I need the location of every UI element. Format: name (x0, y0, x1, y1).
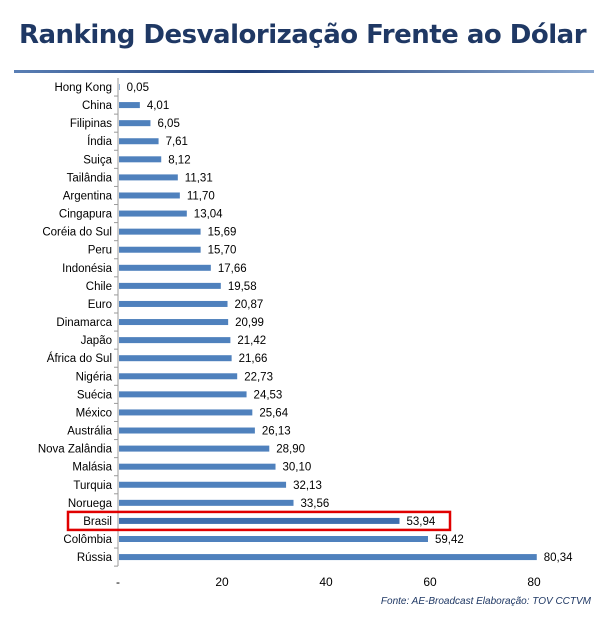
bar-mexico (119, 409, 253, 416)
bar-tailandia (119, 174, 178, 181)
category-label-cingapura: Cingapura (59, 209, 113, 221)
x-tick-label-4: 80 (527, 575, 541, 589)
bar-cingapura (119, 210, 187, 217)
value-label-brasil: 53,94 (406, 516, 435, 528)
category-label-dinamarca: Dinamarca (56, 317, 112, 329)
category-label-argentina: Argentina (63, 190, 113, 202)
x-tick-label-3: 60 (423, 575, 437, 589)
bar-russia (119, 554, 537, 561)
category-label-coreia-do-sul: Coréia do Sul (42, 227, 112, 239)
category-label-suecia: Suécia (77, 389, 113, 401)
category-label-suica: Suiça (83, 154, 112, 166)
bar-suecia (119, 391, 247, 398)
value-label-cingapura: 13,04 (194, 209, 223, 221)
bar-euro (119, 300, 228, 307)
value-label-indonesia: 17,66 (218, 263, 247, 275)
value-label-euro: 20,87 (235, 299, 264, 311)
bar-argentina (119, 192, 180, 199)
category-label-brasil: Brasil (83, 516, 112, 528)
bar-australia (119, 427, 255, 434)
bar-turquia (119, 481, 287, 488)
bar-indonesia (119, 264, 211, 271)
category-label-australia: Austrália (67, 426, 112, 438)
value-label-japao: 21,42 (237, 335, 266, 347)
bar-brasil (119, 517, 400, 524)
value-label-noruega: 33,56 (301, 498, 330, 510)
category-label-hong-kong: Hong Kong (54, 82, 112, 94)
category-label-euro: Euro (88, 299, 112, 311)
category-label-peru: Peru (88, 245, 112, 257)
bar-nova-zalandia (119, 445, 270, 452)
category-label-china: China (82, 100, 113, 112)
bar-india (119, 138, 159, 145)
value-label-nova-zalandia: 28,90 (276, 444, 305, 456)
category-label-colombia: Colômbia (63, 534, 112, 546)
bar-colombia (119, 536, 428, 542)
value-label-hong-kong: 0,05 (127, 82, 149, 94)
value-label-colombia: 59,42 (435, 534, 464, 546)
value-label-russia: 80,34 (544, 552, 573, 564)
bar-chile (119, 282, 221, 289)
value-label-china: 4,01 (147, 100, 169, 112)
value-label-chile: 19,58 (228, 281, 257, 293)
bar-africa-do-sul (119, 355, 232, 362)
category-label-india: Índia (87, 135, 113, 148)
value-label-argentina: 11,70 (187, 190, 215, 202)
value-label-filipinas: 6,05 (157, 118, 179, 130)
value-label-suica: 8,12 (168, 154, 190, 166)
bar-dinamarca (119, 319, 229, 326)
value-label-africa-do-sul: 21,66 (239, 353, 268, 365)
category-label-turquia: Turquia (73, 480, 112, 492)
bar-suica (119, 156, 162, 163)
value-label-australia: 26,13 (262, 426, 291, 438)
bar-china (119, 102, 140, 109)
chart-title: Ranking Desvalorização Frente ao Dólar (18, 20, 587, 50)
value-label-turquia: 32,13 (293, 480, 322, 492)
value-label-nigeria: 22,73 (244, 371, 273, 383)
category-label-chile: Chile (86, 281, 112, 293)
category-label-malasia: Malásia (72, 462, 112, 474)
category-label-indonesia: Indonésia (62, 263, 112, 275)
value-label-mexico: 25,64 (259, 407, 288, 419)
value-label-dinamarca: 20,99 (235, 317, 264, 329)
title-underline (14, 70, 594, 73)
bar-nigeria (119, 373, 238, 380)
category-label-noruega: Noruega (68, 498, 113, 510)
x-tick-label-2: 40 (319, 575, 333, 589)
bar-japao (119, 337, 231, 344)
category-label-tailandia: Tailândia (67, 172, 113, 184)
value-label-malasia: 30,10 (283, 462, 312, 474)
x-tick-label-1: 20 (215, 575, 229, 589)
value-label-india: 7,61 (166, 136, 188, 148)
category-label-nova-zalandia: Nova Zalândia (38, 444, 113, 456)
bar-peru (119, 246, 201, 253)
category-label-mexico: México (76, 407, 112, 419)
value-label-peru: 15,70 (208, 245, 237, 257)
bar-coreia-do-sul (119, 228, 201, 235)
bar-hong-kong (119, 84, 120, 90)
source-note: Fonte: AE-Broadcast Elaboração: TOV CCTV… (380, 596, 591, 607)
value-label-coreia-do-sul: 15,69 (208, 227, 237, 239)
value-label-tailandia: 11,31 (185, 172, 213, 184)
category-label-nigeria: Nigéria (76, 371, 113, 383)
category-label-japao: Japão (81, 335, 112, 347)
highlight-box-brasil (66, 510, 452, 532)
value-label-suecia: 24,53 (254, 389, 283, 401)
category-label-russia: Rússia (77, 552, 113, 564)
bar-noruega (119, 499, 294, 506)
x-tick-label-0: - (116, 575, 120, 589)
category-label-africa-do-sul: África do Sul (47, 352, 112, 365)
bar-filipinas (119, 120, 151, 127)
bar-malasia (119, 463, 276, 470)
category-label-filipinas: Filipinas (70, 118, 112, 130)
